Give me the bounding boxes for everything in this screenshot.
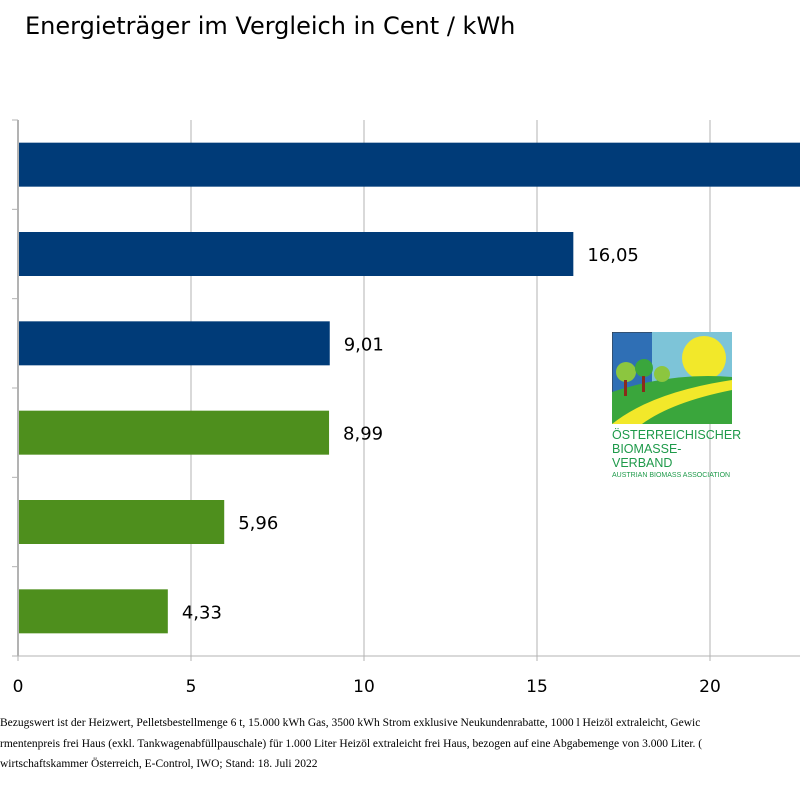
bar (19, 410, 330, 455)
x-tick-label: 0 (13, 677, 24, 697)
data-label: 16,05 (587, 245, 639, 266)
data-label: 8,99 (343, 424, 383, 445)
bar (19, 500, 225, 544)
x-tick-label: 5 (186, 677, 197, 697)
footnote-3: wirtschaftskammer Österreich, E-Control,… (0, 758, 318, 770)
x-tick-label: 15 (526, 677, 548, 697)
footnote-1: Bezugswert ist der Heizwert, Pelletsbest… (0, 717, 701, 729)
chart-title: Energieträger im Vergleich in Cent / kWh (25, 12, 516, 40)
footnote-2: rmentenpreis frei Haus (exkl. Tankwagena… (0, 738, 703, 750)
data-label: 9,01 (344, 334, 384, 355)
logo-text-line3: AUSTRIAN BIOMASS ASSOCIATION (612, 472, 731, 479)
logo-text-line2: BIOMASSE-VERBAND (612, 442, 682, 470)
biomasse-verband-logo: ÖSTERREICHISCHER BIOMASSE-VERBAND AUSTRI… (611, 331, 742, 479)
bar (19, 321, 330, 366)
data-label: 5,96 (238, 513, 278, 534)
logo-text-line1: ÖSTERREICHISCHER (612, 428, 742, 442)
x-tick-label: 20 (699, 677, 721, 697)
bar (19, 142, 800, 187)
bar (19, 232, 574, 276)
data-label: 4,33 (182, 602, 222, 623)
x-tick-label: 10 (353, 677, 375, 697)
bar (19, 589, 168, 634)
logo-image (611, 331, 733, 425)
